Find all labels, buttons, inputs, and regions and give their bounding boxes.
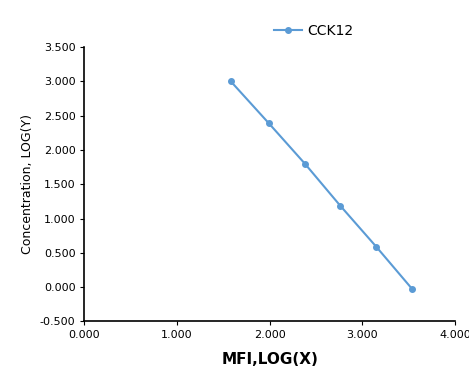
CCK12: [228, 79, 234, 84]
X-axis label: MFI,LOG(X): MFI,LOG(X): [221, 352, 318, 367]
CCK12: [266, 121, 272, 125]
Line: CCK12: CCK12: [228, 78, 415, 292]
CCK12: [373, 244, 379, 249]
Legend: CCK12: CCK12: [269, 18, 359, 44]
Y-axis label: Concentration, LOG(Y): Concentration, LOG(Y): [21, 114, 34, 254]
CCK12: [302, 162, 308, 166]
CCK12: [337, 203, 343, 208]
CCK12: [409, 287, 415, 292]
